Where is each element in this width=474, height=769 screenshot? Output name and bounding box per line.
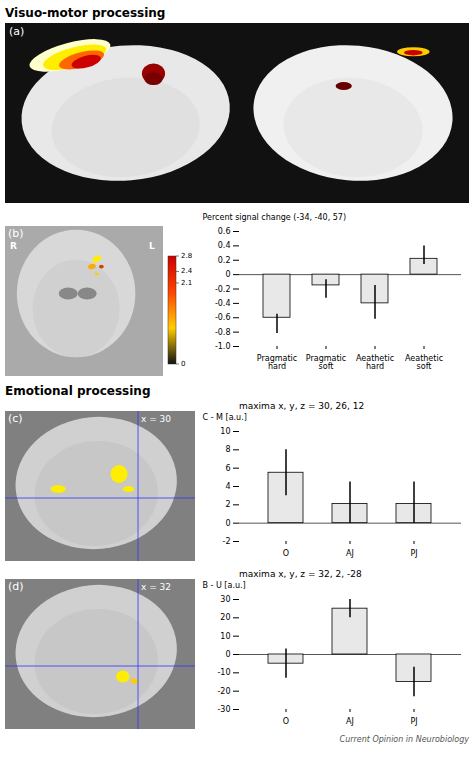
svg-text:O: O — [283, 717, 289, 726]
svg-text:2.4: 2.4 — [181, 267, 193, 275]
svg-text:0.6: 0.6 — [218, 227, 231, 236]
svg-text:-0.6: -0.6 — [215, 313, 231, 322]
svg-text:-20: -20 — [217, 687, 230, 696]
svg-text:(b): (b) — [8, 227, 24, 240]
html-text:maxima x, y, z = 30, 26, 12: maxima x, y, z = 30, 26, 12 — [239, 401, 365, 411]
svg-text:20: 20 — [220, 613, 230, 622]
svg-text:2.8: 2.8 — [181, 252, 192, 260]
svg-text:30: 30 — [220, 595, 230, 604]
svg-text:2: 2 — [225, 500, 230, 509]
html-text:Current Opinion in Neurobiolog: Current Opinion in Neurobiology — [339, 735, 469, 744]
svg-text:L: L — [149, 241, 155, 251]
svg-text:0: 0 — [225, 650, 230, 659]
svg-text:8: 8 — [225, 445, 230, 454]
svg-text:-0.8: -0.8 — [215, 328, 231, 337]
svg-text:-2: -2 — [223, 537, 231, 546]
svg-text:B - U [a.u.]: B - U [a.u.] — [203, 581, 246, 590]
svg-text:10: 10 — [220, 427, 230, 436]
svg-text:(c): (c) — [8, 412, 23, 425]
svg-text:-0.4: -0.4 — [215, 299, 231, 308]
svg-text:Percent signal change (-34, -4: Percent signal change (-34, -40, 57) — [203, 213, 347, 222]
svg-text:Aeatheticsoft: Aeatheticsoft — [405, 354, 443, 371]
svg-text:AJ: AJ — [346, 717, 354, 726]
svg-text:4: 4 — [225, 482, 230, 491]
html-text:maxima x, y, z = 32, 2, -28: maxima x, y, z = 32, 2, -28 — [239, 569, 362, 579]
svg-text:0: 0 — [225, 270, 230, 279]
svg-text:PJ: PJ — [410, 549, 417, 558]
svg-text:AJ: AJ — [346, 549, 354, 558]
svg-text:Pragmatichard: Pragmatichard — [257, 354, 297, 371]
html-text:Emotional processing: Emotional processing — [5, 384, 151, 398]
svg-text:R: R — [10, 241, 17, 251]
svg-text:10: 10 — [220, 632, 230, 641]
svg-text:0.4: 0.4 — [218, 241, 231, 250]
svg-text:6: 6 — [225, 464, 230, 473]
svg-text:0: 0 — [181, 360, 185, 368]
svg-text:(a): (a) — [9, 25, 24, 38]
svg-text:(d): (d) — [8, 580, 24, 593]
svg-text:-10: -10 — [217, 668, 230, 677]
svg-text:-1.0: -1.0 — [215, 342, 231, 351]
svg-text:Aeathetichard: Aeathetichard — [356, 354, 394, 371]
svg-text:2.1: 2.1 — [181, 279, 192, 287]
svg-text:x = 30: x = 30 — [141, 414, 171, 424]
svg-text:O: O — [283, 549, 289, 558]
svg-text:0: 0 — [225, 519, 230, 528]
html-text:Visuo-motor processing: Visuo-motor processing — [5, 6, 166, 20]
svg-text:C - M [a.u.]: C - M [a.u.] — [203, 413, 247, 422]
svg-text:Pragmaticsoft: Pragmaticsoft — [306, 354, 346, 371]
svg-text:PJ: PJ — [410, 717, 417, 726]
svg-text:-30: -30 — [217, 705, 230, 714]
svg-text:0.2: 0.2 — [218, 256, 231, 265]
svg-text:x = 32: x = 32 — [141, 582, 171, 592]
svg-text:-0.2: -0.2 — [215, 285, 231, 294]
